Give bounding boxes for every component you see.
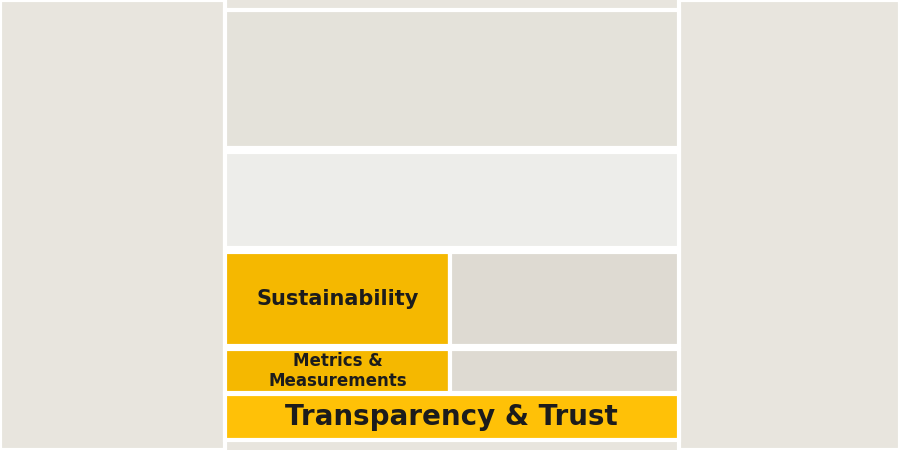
Bar	[225, 252, 450, 346]
Bar	[225, 152, 679, 248]
Bar	[225, 349, 450, 393]
Bar	[225, 10, 679, 148]
Bar	[225, 394, 679, 440]
Text: Metrics &
Measurements: Metrics & Measurements	[268, 351, 407, 391]
Bar	[0, 0, 225, 450]
Text: Sustainability: Sustainability	[256, 289, 419, 309]
Bar	[450, 349, 679, 393]
Text: Transparency & Trust: Transparency & Trust	[285, 403, 618, 431]
Bar	[679, 0, 900, 450]
Bar	[450, 252, 679, 346]
